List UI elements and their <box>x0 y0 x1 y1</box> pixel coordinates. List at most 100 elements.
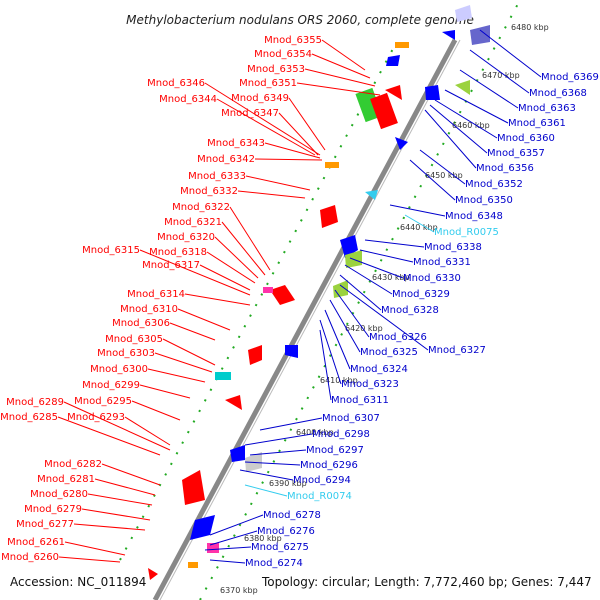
gene-label-right[interactable]: Mnod_6326 <box>369 332 427 343</box>
gene-label-left[interactable]: Mnod_6293 <box>67 412 125 423</box>
gene-label-left[interactable]: Mnod_6289 <box>6 397 64 408</box>
gene-label-right[interactable]: Mnod_6325 <box>360 347 418 358</box>
gene-label-right[interactable]: Mnod_6274 <box>245 558 303 569</box>
gene-label-right[interactable]: Mnod_6323 <box>341 379 399 390</box>
gene-glyph <box>285 345 298 358</box>
gene-glyph <box>442 30 455 40</box>
gene-label-left[interactable]: Mnod_6351 <box>239 78 297 89</box>
gene-label-left[interactable]: Mnod_6320 <box>157 232 215 243</box>
gene-label-left[interactable]: Mnod_6310 <box>120 304 178 315</box>
leader-line <box>244 461 301 466</box>
leader-line <box>359 249 414 263</box>
gene-label-left[interactable]: Mnod_6282 <box>44 459 102 470</box>
gene-label-right[interactable]: Mnod_6330 <box>403 273 461 284</box>
gene-label-left[interactable]: Mnod_6354 <box>254 49 312 60</box>
gene-label-left[interactable]: Mnod_6346 <box>147 78 205 89</box>
gene-label-left[interactable]: Mnod_6261 <box>7 537 65 548</box>
leader-line <box>147 368 206 383</box>
leader-line <box>434 99 498 139</box>
gene-label-left[interactable]: Mnod_6281 <box>37 474 95 485</box>
gene-label-left[interactable]: Mnod_6305 <box>105 334 163 345</box>
gene-glyph <box>190 515 215 540</box>
gene-label-left[interactable]: Mnod_6260 <box>1 552 59 563</box>
leader-line <box>131 400 181 421</box>
gene-label-right[interactable]: Mnod_6276 <box>257 526 315 537</box>
gene-label-left[interactable]: Mnod_6279 <box>24 504 82 515</box>
gene-label-right[interactable]: Mnod_6331 <box>413 257 471 268</box>
kbp-tick-label: 6460 kbp <box>452 121 490 130</box>
kbp-tick-label: 6390 kbp <box>269 479 307 488</box>
kbp-tick-label: 6380 kbp <box>244 534 282 543</box>
gene-label-right[interactable]: Mnod_6297 <box>306 445 364 456</box>
backbone-tracks <box>119 0 521 600</box>
gene-label-left[interactable]: Mnod_6344 <box>159 94 217 105</box>
gene-label-right[interactable]: Mnod_6296 <box>300 460 358 471</box>
gene-label-right[interactable]: Mnod_6350 <box>455 195 513 206</box>
gene-label-right[interactable]: Mnod_6307 <box>322 413 380 424</box>
gene-label-right[interactable]: Mnod_6360 <box>497 133 555 144</box>
leader-line <box>344 264 393 295</box>
gene-label-left[interactable]: Mnod_6295 <box>74 396 132 407</box>
leader-line <box>237 190 306 199</box>
rna-label-right[interactable]: Mnod_R0074 <box>287 491 352 502</box>
gene-label-left[interactable]: Mnod_6322 <box>172 202 230 213</box>
gene-label-left[interactable]: Mnod_6317 <box>142 260 200 271</box>
gene-label-left[interactable]: Mnod_6303 <box>97 348 155 359</box>
gene-label-left[interactable]: Mnod_6332 <box>180 186 238 197</box>
rna-label-right[interactable]: Mnod_R0075 <box>434 227 499 238</box>
gene-label-left[interactable]: Mnod_6333 <box>188 171 246 182</box>
gene-glyph <box>386 55 400 66</box>
leader-line <box>58 556 121 563</box>
gene-label-right[interactable]: Mnod_6356 <box>476 163 534 174</box>
leader-line <box>244 484 288 497</box>
gene-label-left[interactable]: Mnod_6318 <box>149 247 207 258</box>
gene-label-right[interactable]: Mnod_6294 <box>293 475 351 486</box>
gene-label-right[interactable]: Mnod_6328 <box>381 305 439 316</box>
gene-label-right[interactable]: Mnod_6368 <box>529 88 587 99</box>
gene-glyph <box>207 543 219 553</box>
leader-line <box>244 433 313 446</box>
gene-label-right[interactable]: Mnod_6348 <box>445 211 503 222</box>
left-dot-track <box>119 44 396 561</box>
gene-label-right[interactable]: Mnod_6278 <box>263 510 321 521</box>
leader-line <box>239 469 294 481</box>
leader-line <box>73 523 146 531</box>
gene-label-right[interactable]: Mnod_6275 <box>251 542 309 553</box>
leader-line <box>162 338 216 366</box>
gene-glyph <box>425 85 440 100</box>
gene-label-right[interactable]: Mnod_6298 <box>312 429 370 440</box>
leader-line <box>349 257 404 279</box>
leader-line <box>169 322 216 341</box>
gene-label-right[interactable]: Mnod_6327 <box>428 345 486 356</box>
gene-label-left[interactable]: Mnod_6314 <box>127 289 185 300</box>
gene-glyph <box>470 25 490 45</box>
gene-label-left[interactable]: Mnod_6343 <box>207 138 265 149</box>
gene-glyph <box>148 568 158 580</box>
gene-label-left[interactable]: Mnod_6300 <box>90 364 148 375</box>
gene-label-left[interactable]: Mnod_6342 <box>197 154 255 165</box>
gene-label-right[interactable]: Mnod_6363 <box>518 103 576 114</box>
gene-label-left[interactable]: Mnod_6277 <box>16 519 74 530</box>
gene-label-left[interactable]: Mnod_6280 <box>30 489 88 500</box>
leader-line <box>249 449 307 456</box>
leader-line <box>321 39 366 71</box>
gene-label-right[interactable]: Mnod_6329 <box>392 289 450 300</box>
gene-label-right[interactable]: Mnod_6369 <box>541 72 599 83</box>
gene-label-left[interactable]: Mnod_6355 <box>264 35 322 46</box>
gene-label-left[interactable]: Mnod_6299 <box>82 380 140 391</box>
gene-label-right[interactable]: Mnod_6361 <box>508 118 566 129</box>
gene-label-right[interactable]: Mnod_6357 <box>487 148 545 159</box>
gene-label-right[interactable]: Mnod_6352 <box>465 179 523 190</box>
gene-label-left[interactable]: Mnod_6353 <box>247 64 305 75</box>
gene-label-left[interactable]: Mnod_6349 <box>231 93 289 104</box>
gene-label-left[interactable]: Mnod_6321 <box>164 217 222 228</box>
gene-label-right[interactable]: Mnod_6324 <box>350 364 408 375</box>
leader-line <box>409 159 456 201</box>
gene-label-left[interactable]: Mnod_6285 <box>0 412 58 423</box>
gene-label-right[interactable]: Mnod_6311 <box>331 395 389 406</box>
gene-label-left[interactable]: Mnod_6315 <box>82 245 140 256</box>
gene-label-right[interactable]: Mnod_6338 <box>424 242 482 253</box>
accession-text: Accession: NC_011894 <box>10 575 146 589</box>
gene-label-left[interactable]: Mnod_6347 <box>221 108 279 119</box>
gene-label-left[interactable]: Mnod_6306 <box>112 318 170 329</box>
